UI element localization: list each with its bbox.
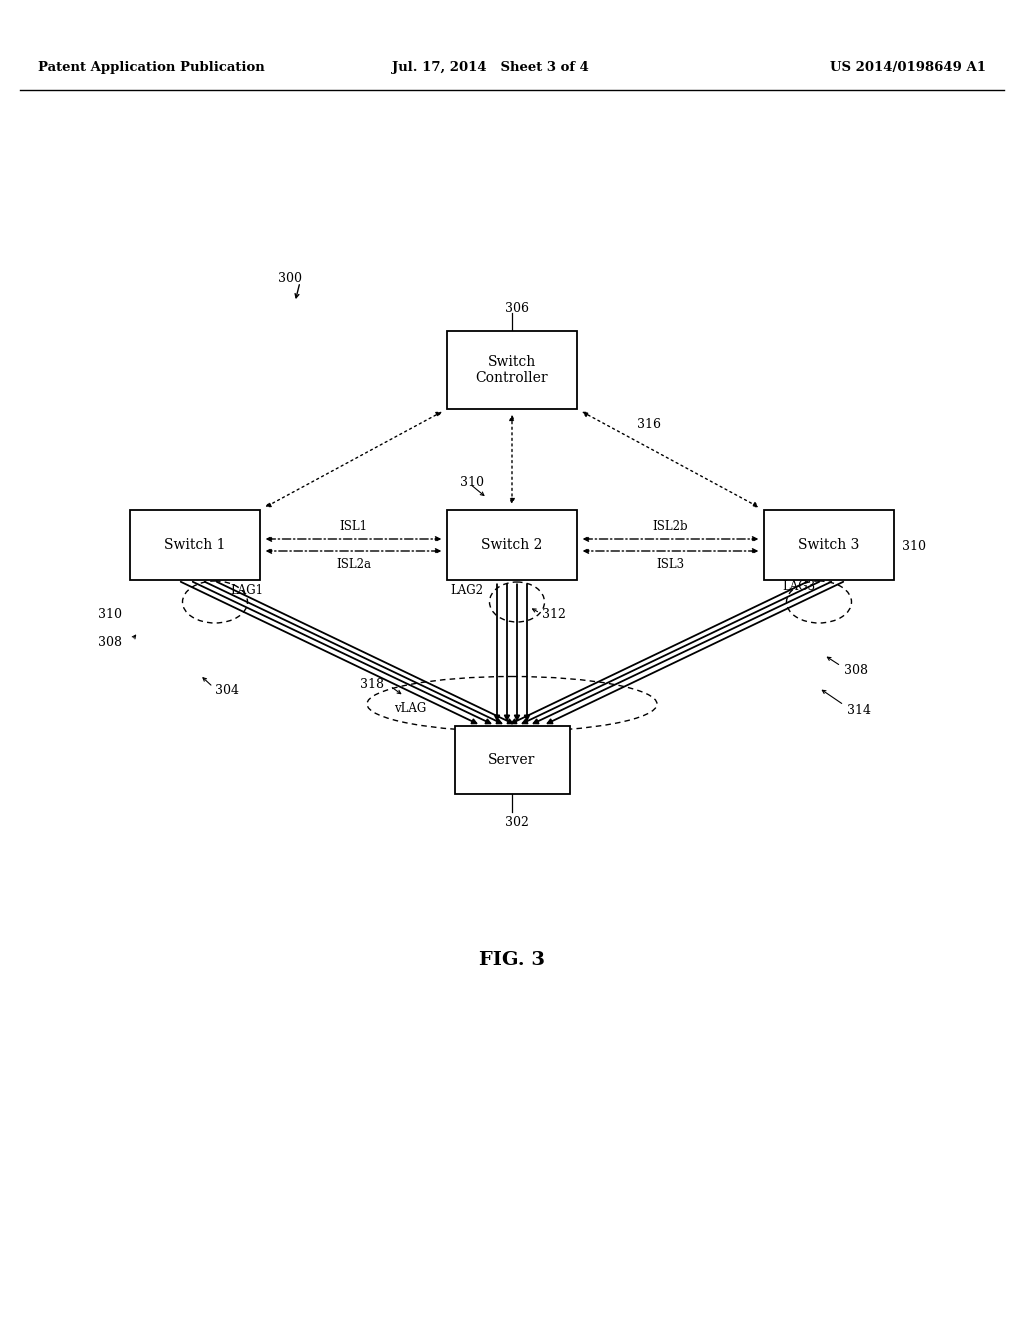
Text: 310: 310: [98, 609, 122, 622]
Text: 308: 308: [98, 635, 122, 648]
Text: 318: 318: [360, 677, 384, 690]
Bar: [130, 510, 260, 579]
Bar: [447, 510, 577, 579]
Text: 304: 304: [215, 684, 239, 697]
Text: 312: 312: [542, 609, 566, 622]
Text: ISL2a: ISL2a: [336, 558, 371, 572]
Text: vLAG: vLAG: [394, 702, 426, 715]
Text: Switch 3: Switch 3: [799, 539, 860, 552]
Text: 314: 314: [847, 704, 871, 717]
Bar: [764, 510, 894, 579]
Text: 316: 316: [637, 418, 662, 432]
Text: Patent Application Publication: Patent Application Publication: [38, 62, 265, 74]
Text: Switch
Controller: Switch Controller: [476, 355, 548, 385]
Bar: [447, 331, 577, 409]
Text: 300: 300: [278, 272, 302, 285]
Text: 310: 310: [902, 540, 926, 553]
Text: 308: 308: [844, 664, 868, 676]
Text: Switch 2: Switch 2: [481, 539, 543, 552]
Text: LAG1: LAG1: [230, 583, 263, 597]
Text: 310: 310: [460, 475, 484, 488]
Text: ISL1: ISL1: [340, 520, 368, 533]
Text: FIG. 3: FIG. 3: [479, 950, 545, 969]
Text: ISL2b: ISL2b: [652, 520, 688, 533]
Text: LAG3: LAG3: [782, 579, 815, 593]
Text: 306: 306: [505, 302, 529, 315]
Text: Switch 1: Switch 1: [164, 539, 225, 552]
Text: ISL3: ISL3: [656, 558, 685, 572]
Bar: [455, 726, 569, 795]
Text: Jul. 17, 2014   Sheet 3 of 4: Jul. 17, 2014 Sheet 3 of 4: [391, 62, 589, 74]
Text: 302: 302: [505, 816, 529, 829]
Text: LAG2: LAG2: [450, 583, 483, 597]
Text: US 2014/0198649 A1: US 2014/0198649 A1: [830, 62, 986, 74]
Text: Server: Server: [488, 752, 536, 767]
